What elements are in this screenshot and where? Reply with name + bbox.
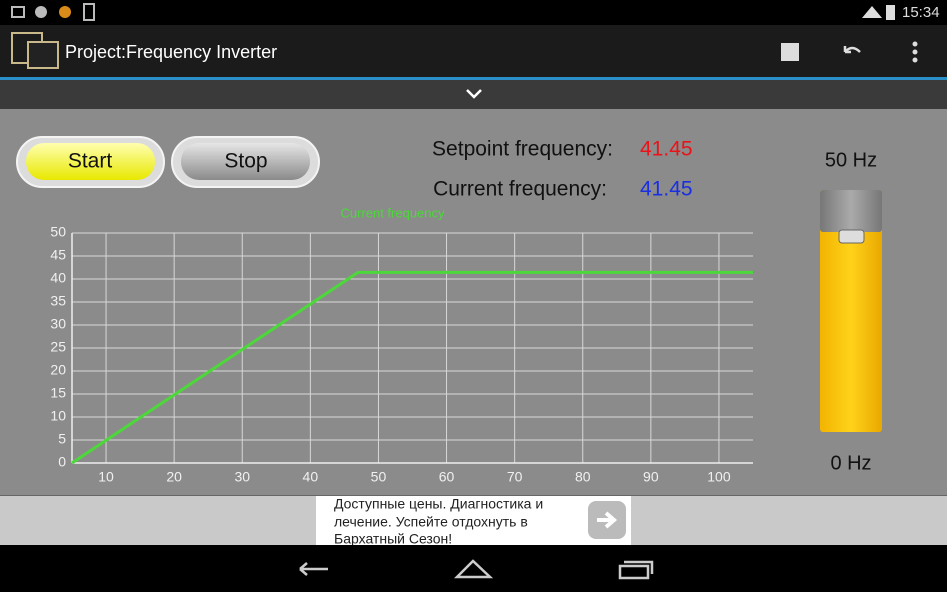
slider-min-label: 0 Hz xyxy=(830,452,871,474)
collapse-strip xyxy=(0,80,947,109)
setpoint-label: Setpoint frequency: xyxy=(432,138,613,161)
slider-empty xyxy=(820,190,882,232)
x-tick-label: 70 xyxy=(507,469,523,485)
nav-bar xyxy=(0,545,947,592)
status-icon xyxy=(35,6,47,18)
y-tick-label: 45 xyxy=(50,247,66,263)
x-tick-label: 90 xyxy=(643,469,659,485)
x-tick-label: 20 xyxy=(166,469,182,485)
legend-label: Current frequency xyxy=(340,205,445,220)
chart: 0 5 10 15 20 25 30 35 40 45 50 10 20 30 40 50 60 70 80 90 10… xyxy=(50,205,753,485)
current-label: Current frequency: xyxy=(433,178,607,201)
expand-chevron[interactable] xyxy=(466,89,482,99)
y-tick-label: 5 xyxy=(58,431,66,447)
status-icon xyxy=(83,3,95,21)
stop-button[interactable]: Stop xyxy=(171,136,320,188)
back-button[interactable] xyxy=(299,562,328,576)
slider-max-label: 50 Hz xyxy=(825,149,877,171)
overflow-menu[interactable] xyxy=(912,41,918,63)
ad-text: лечение. Успейте отдохнуть в xyxy=(334,514,528,530)
y-tick-label: 30 xyxy=(50,316,66,332)
y-tick-label: 35 xyxy=(50,293,66,309)
ad-text: Доступные цены. Диагностика и xyxy=(334,496,543,512)
home-button[interactable] xyxy=(453,559,494,579)
slider-track[interactable] xyxy=(820,190,882,432)
x-tick-label: 30 xyxy=(234,469,250,485)
x-tick-label: 50 xyxy=(371,469,387,485)
y-tick-label: 15 xyxy=(50,385,66,401)
x-tick-label: 40 xyxy=(303,469,319,485)
wifi-icon xyxy=(862,6,882,18)
app-title: Project:Frequency Inverter xyxy=(65,42,277,62)
undo-action[interactable] xyxy=(843,46,861,54)
y-tick-label: 40 xyxy=(50,270,66,286)
status-icon xyxy=(59,6,71,18)
slider-thumb[interactable] xyxy=(838,229,865,244)
status-bar xyxy=(0,0,947,25)
y-tick-label: 25 xyxy=(50,339,66,355)
status-icon xyxy=(11,6,25,18)
setpoint-value: 41.45 xyxy=(640,138,693,161)
current-value: 41.45 xyxy=(640,178,693,201)
ad-text: Бархатный Сезон! xyxy=(334,531,452,547)
x-tick-label: 10 xyxy=(98,469,114,485)
button-label: Stop xyxy=(224,150,267,173)
stop-action[interactable] xyxy=(781,43,799,61)
divider xyxy=(0,495,947,496)
y-tick-label: 0 xyxy=(58,454,66,470)
app-icon xyxy=(27,41,59,69)
x-tick-label: 100 xyxy=(707,469,731,485)
ad-banner[interactable]: Доступные цены. Диагностика и лечение. У… xyxy=(316,496,631,547)
y-tick-label: 10 xyxy=(50,408,66,424)
x-tick-label: 60 xyxy=(439,469,455,485)
start-button[interactable]: Start xyxy=(16,136,165,188)
y-tick-label: 50 xyxy=(50,224,66,240)
button-label: Start xyxy=(68,150,113,173)
battery-icon xyxy=(886,5,895,20)
app-bar-divider xyxy=(0,77,947,80)
recents-button[interactable] xyxy=(618,560,654,580)
y-tick-label: 20 xyxy=(50,362,66,378)
data-line xyxy=(71,270,753,465)
clock: 15:34 xyxy=(902,4,940,21)
x-tick-label: 80 xyxy=(575,469,591,485)
